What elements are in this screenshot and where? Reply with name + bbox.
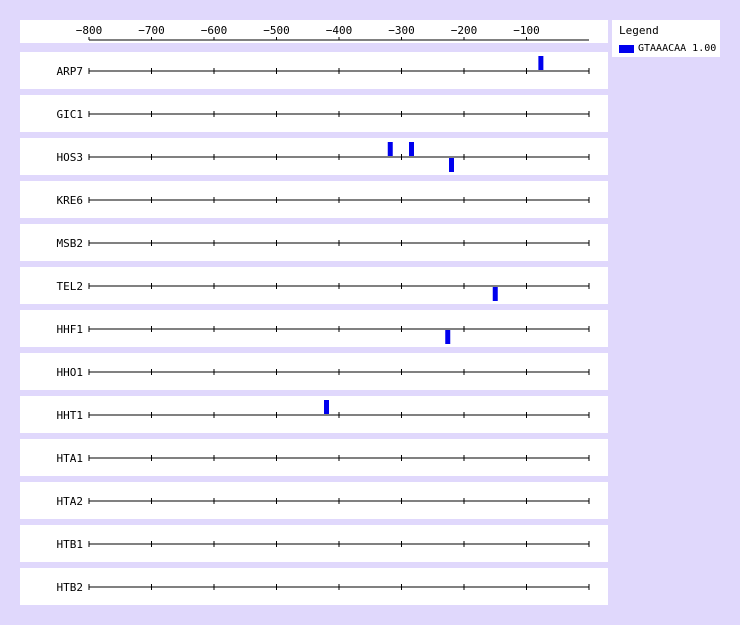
legend: Legend GTAAACAA 1.00 bbox=[612, 20, 720, 57]
gene-track: HHF1 bbox=[57, 323, 590, 344]
gene-track: TEL2 bbox=[57, 280, 590, 301]
gene-row: HHO1 bbox=[20, 353, 608, 390]
legend-swatch bbox=[619, 45, 634, 53]
gene-label: GIC1 bbox=[57, 108, 84, 121]
x-tick-label: −300 bbox=[388, 24, 415, 37]
gene-label: HTA2 bbox=[57, 495, 84, 508]
gene-row: TEL2 bbox=[20, 267, 608, 304]
x-tick-label: −400 bbox=[326, 24, 353, 37]
binding-site-mark bbox=[449, 158, 454, 172]
gene-label: HTA1 bbox=[57, 452, 84, 465]
gene-row: GIC1 bbox=[20, 95, 608, 132]
binding-site-mark bbox=[324, 400, 329, 414]
x-tick-label: −500 bbox=[263, 24, 290, 37]
binding-site-mark bbox=[409, 142, 414, 156]
gene-label: HOS3 bbox=[57, 151, 84, 164]
gene-track: HTB1 bbox=[57, 538, 590, 551]
gene-label: HHF1 bbox=[57, 323, 84, 336]
gene-track: HHO1 bbox=[57, 366, 590, 379]
x-tick-label: −700 bbox=[138, 24, 165, 37]
gene-row: HTB1 bbox=[20, 525, 608, 562]
gene-label: HHT1 bbox=[57, 409, 84, 422]
gene-row: HTA2 bbox=[20, 482, 608, 519]
gene-label: HTB1 bbox=[57, 538, 84, 551]
gene-label: TEL2 bbox=[57, 280, 84, 293]
gene-label: KRE6 bbox=[57, 194, 84, 207]
gene-track: HTB2 bbox=[57, 581, 590, 594]
binding-site-mark bbox=[492, 287, 498, 301]
gene-track: GIC1 bbox=[57, 108, 590, 121]
gene-label: ARP7 bbox=[57, 65, 84, 78]
gene-label: HHO1 bbox=[57, 366, 84, 379]
x-axis-panel: −800 −700 −600 −500 −400 −300 −200 −100 bbox=[20, 20, 608, 43]
x-axis: −800 −700 −600 −500 −400 −300 −200 −100 bbox=[76, 24, 589, 41]
gene-track: HTA2 bbox=[57, 495, 590, 508]
gene-row: HHF1 bbox=[20, 310, 608, 347]
x-tick-label: −800 bbox=[76, 24, 103, 37]
gene-track: HOS3 bbox=[57, 142, 590, 172]
binding-site-mark bbox=[387, 142, 393, 156]
gene-track: HHT1 bbox=[57, 400, 590, 422]
gene-row: HTA1 bbox=[20, 439, 608, 476]
gene-label: MSB2 bbox=[57, 237, 84, 250]
gene-row: ARP7 bbox=[20, 52, 608, 89]
binding-site-mark bbox=[538, 56, 544, 70]
legend-title: Legend bbox=[619, 24, 659, 37]
legend-entry-label: GTAAACAA 1.00 bbox=[638, 43, 717, 54]
x-tick-label: −100 bbox=[513, 24, 540, 37]
gene-row: HTB2 bbox=[20, 568, 608, 605]
gene-row: HHT1 bbox=[20, 396, 608, 433]
gene-row: HOS3 bbox=[20, 138, 608, 175]
x-tick-label: −600 bbox=[201, 24, 228, 37]
gene-row: KRE6 bbox=[20, 181, 608, 218]
gene-track: MSB2 bbox=[57, 237, 590, 250]
x-tick-label: −200 bbox=[451, 24, 478, 37]
gene-track: ARP7 bbox=[57, 56, 590, 78]
gene-row: MSB2 bbox=[20, 224, 608, 261]
gene-track: KRE6 bbox=[57, 194, 590, 207]
gene-label: HTB2 bbox=[57, 581, 84, 594]
binding-site-mark bbox=[445, 330, 451, 344]
gene-track: HTA1 bbox=[57, 452, 590, 465]
